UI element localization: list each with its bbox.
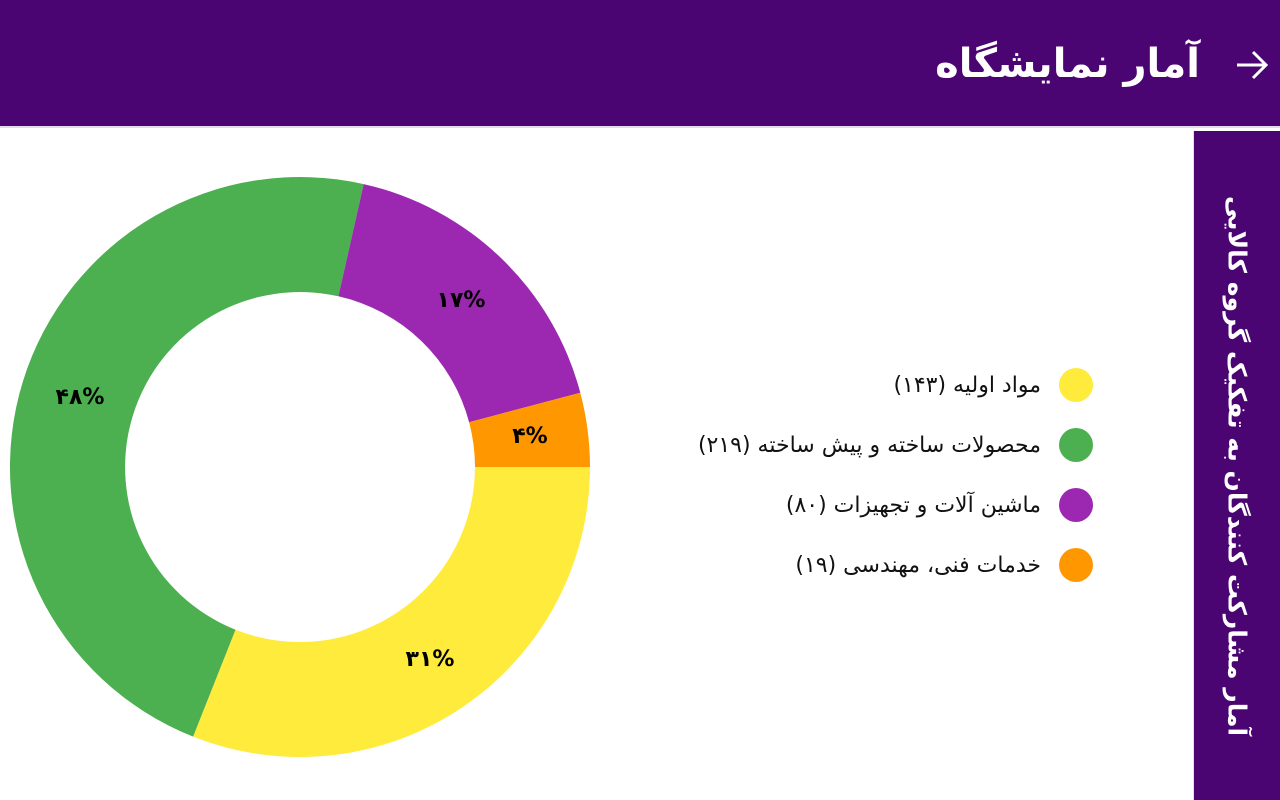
legend-swatch-green: [1059, 428, 1093, 462]
back-button[interactable]: [1232, 40, 1272, 90]
chart-title: آمار مشارکت کنندگان به تفکیک گروه کالایی: [1222, 195, 1252, 736]
slice-raw-materials[interactable]: [193, 467, 591, 758]
app-header: آمار نمایشگاه: [0, 0, 1280, 128]
arrow-right-icon: [1237, 50, 1269, 80]
donut-chart: ۳۱% ۴۸% ۱۷% ۴%: [9, 177, 591, 758]
legend-item-raw-materials[interactable]: مواد اولیه (۱۴۳): [698, 355, 1093, 415]
slice-label-orange: ۴%: [512, 424, 547, 449]
slice-label-yellow: ۳۱%: [406, 647, 455, 672]
slice-machinery-equipment[interactable]: [338, 184, 581, 423]
legend-item-machinery-equipment[interactable]: ماشین آلات و تجهیزات (۸۰): [698, 475, 1093, 535]
chart-legend: مواد اولیه (۱۴۳) محصولات ساخته و پیش ساخ…: [698, 355, 1093, 595]
legend-label: ماشین آلات و تجهیزات (۸۰): [785, 492, 1041, 518]
slice-engineering-services[interactable]: [469, 392, 590, 467]
legend-label: خدمات فنی، مهندسی (۱۹): [795, 552, 1041, 578]
legend-swatch-purple: [1059, 488, 1093, 522]
legend-label: محصولات ساخته و پیش ساخته (۲۱۹): [697, 432, 1041, 458]
slice-label-green: ۴۸%: [56, 385, 105, 410]
legend-item-engineering-services[interactable]: خدمات فنی، مهندسی (۱۹): [698, 535, 1093, 595]
legend-label: مواد اولیه (۱۴۳): [893, 372, 1041, 398]
slice-manufactured-products[interactable]: [9, 177, 364, 737]
page-title: آمار نمایشگاه: [935, 41, 1200, 87]
side-panel: آمار مشارکت کنندگان به تفکیک گروه کالایی: [1193, 131, 1280, 800]
legend-item-manufactured-products[interactable]: محصولات ساخته و پیش ساخته (۲۱۹): [698, 415, 1093, 475]
chart-area: ۳۱% ۴۸% ۱۷% ۴% مواد اولیه (۱۴۳) محصولات …: [0, 131, 1193, 800]
legend-swatch-orange: [1059, 548, 1093, 582]
slice-label-purple: ۱۷%: [437, 288, 486, 313]
legend-swatch-yellow: [1059, 368, 1093, 402]
